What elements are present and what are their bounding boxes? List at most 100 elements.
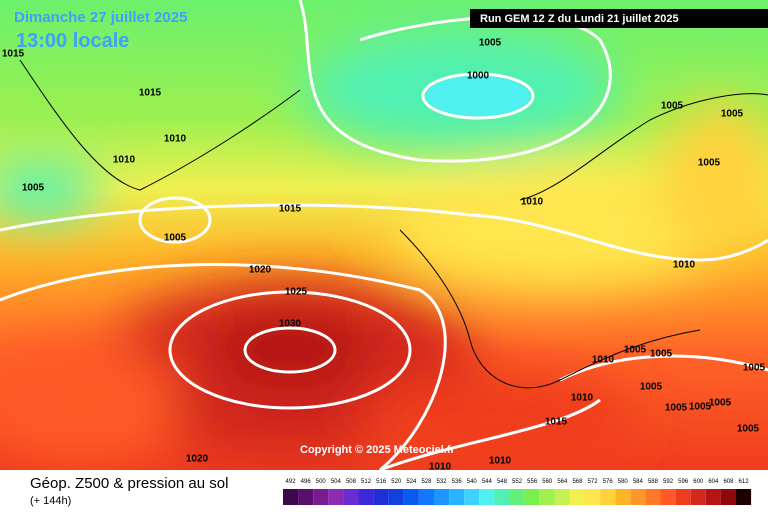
run-box: [470, 9, 768, 28]
legend-swatch: [464, 489, 480, 505]
legend-swatch: [690, 489, 706, 505]
isobar-label: 1005: [698, 158, 721, 169]
isobar-label: 1005: [22, 183, 45, 194]
legend-label: 552: [512, 479, 523, 485]
legend-swatch: [298, 489, 314, 505]
isobar-labels: 1005 1000 1015 1010 1010 1005 1015 1005 1010 1005…: [2, 38, 766, 473]
legend-label: 540: [467, 479, 478, 485]
isobar-label: 1005: [737, 424, 760, 435]
isobar-label: 1010: [521, 197, 544, 208]
isobar-label: 1010: [489, 456, 512, 467]
run: Run GEM 12 Z du Lundi 21 juillet 2025: [480, 13, 679, 25]
footer-title: Géop. Z500 & pression au sol: [30, 475, 228, 492]
field: [0, 0, 768, 470]
legend-label: 520: [391, 479, 402, 485]
isobar-label: 1005: [689, 402, 712, 413]
time: 13:00 locale: [16, 30, 129, 52]
legend-label: 536: [452, 479, 463, 485]
legend-label: 528: [421, 479, 432, 485]
isobar-label: 1005: [164, 233, 187, 244]
legend-label: 592: [663, 479, 674, 485]
isobar-label: 1005: [721, 109, 744, 120]
legend-swatch: [434, 489, 450, 505]
legend-swatch: [373, 489, 389, 505]
legend-swatch: [600, 489, 616, 505]
legend-label: 608: [723, 479, 734, 485]
legend-swatch: [358, 489, 374, 505]
legend-swatch: [736, 489, 752, 505]
isobar-label: 1000: [467, 71, 490, 82]
isobar-label: 1005: [709, 398, 732, 409]
isobar-label: 1015: [545, 417, 568, 428]
legend-label: 604: [708, 479, 719, 485]
footer-lead: (+ 144h): [30, 495, 71, 507]
legend-swatch: [585, 489, 601, 505]
isobar-label: 1005: [479, 38, 502, 49]
legend-swatch: [705, 489, 721, 505]
isobar-label: 1030: [279, 319, 302, 330]
legend-swatch: [283, 489, 299, 505]
legend-swatch: [449, 489, 465, 505]
legend-label: 492: [286, 479, 297, 485]
legend-label: 524: [406, 479, 417, 485]
isobar-label: 1010: [164, 134, 187, 145]
legend-swatch: [388, 489, 404, 505]
legend-label: 580: [618, 479, 629, 485]
legend-label: 576: [603, 479, 614, 485]
legend-swatch: [720, 489, 736, 505]
legend-label: 568: [572, 479, 583, 485]
legend-label: 508: [346, 479, 357, 485]
legend-swatch: [630, 489, 646, 505]
legend-label: 564: [557, 479, 568, 485]
legend-label: 512: [361, 479, 372, 485]
isobar-label: 1020: [186, 454, 209, 465]
legend-swatch: [645, 489, 661, 505]
legend-label: 596: [678, 479, 689, 485]
isobar-label: 1005: [665, 403, 688, 414]
isobar-label: 1010: [673, 260, 696, 271]
isobar-label: 1005: [650, 349, 673, 360]
isobar-label: 1025: [285, 287, 308, 298]
legend-swatch: [569, 489, 585, 505]
legend-label: 544: [482, 479, 493, 485]
legend-swatch: [343, 489, 359, 505]
legend-label: 588: [648, 479, 659, 485]
legend-swatch: [494, 489, 510, 505]
isobar-label: 1015: [279, 204, 302, 215]
legend-swatch: [403, 489, 419, 505]
isobar-label: 1010: [592, 355, 615, 366]
legend-swatch: [328, 489, 344, 505]
legend-label: 556: [527, 479, 538, 485]
legend-swatch: [615, 489, 631, 505]
legend-label: 500: [316, 479, 327, 485]
legend-label: 584: [633, 479, 644, 485]
isobar-label: 1010: [113, 155, 136, 166]
legend-swatch: [479, 489, 495, 505]
legend-label: 560: [542, 479, 553, 485]
isobar-label: 1005: [743, 363, 766, 374]
legend-swatch: [418, 489, 434, 505]
legend-swatch: [554, 489, 570, 505]
isobar-label: 1005: [640, 382, 663, 393]
legend-label: 612: [739, 479, 750, 485]
legend-label: 548: [497, 479, 508, 485]
isobar-label: 1005: [661, 101, 684, 112]
legend-label: 600: [693, 479, 704, 485]
legend-label: 496: [301, 479, 312, 485]
legend-swatch: [660, 489, 676, 505]
legend-label: 572: [588, 479, 599, 485]
legend-label: 516: [376, 479, 387, 485]
legend-label: 504: [331, 479, 342, 485]
date: Dimanche 27 juillet 2025: [14, 9, 187, 26]
legend-swatch: [524, 489, 540, 505]
isobar-label: 1005: [624, 345, 647, 356]
isobar-label: 1010: [571, 393, 594, 404]
isobar-label: 1020: [249, 265, 272, 276]
color-legend: 492 496 500 504 508 512 516 520 524 528 532 536 540 5…: [283, 479, 752, 505]
legend-swatch: [313, 489, 329, 505]
legend-swatch: [675, 489, 691, 505]
legend-swatch: [509, 489, 525, 505]
isobar-label: 1010: [429, 462, 452, 473]
legend-swatch: [539, 489, 555, 505]
